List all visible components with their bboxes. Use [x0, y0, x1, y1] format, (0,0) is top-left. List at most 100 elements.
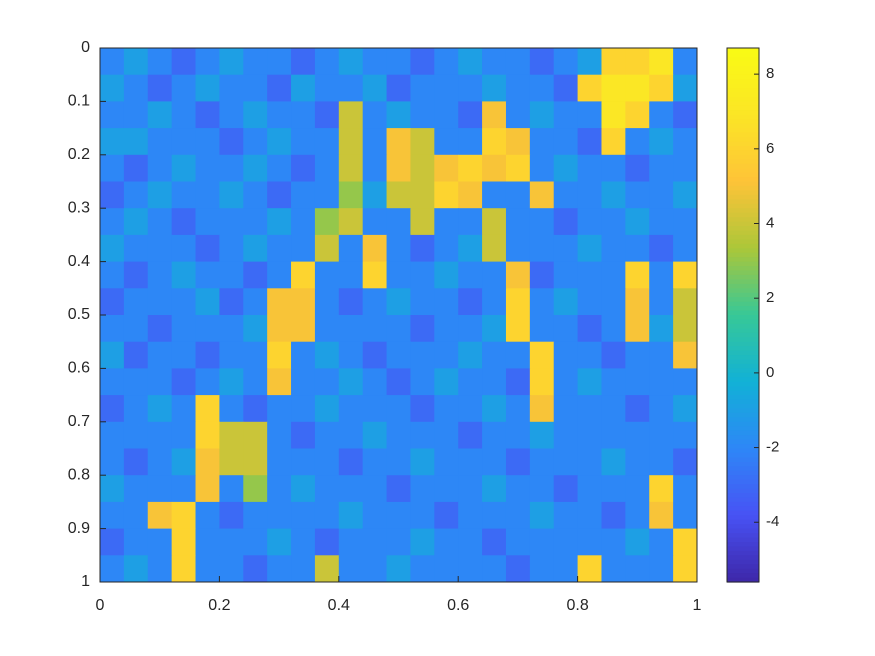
heatmap-cell	[362, 48, 388, 76]
heatmap-cell	[362, 421, 388, 449]
heatmap-cell	[314, 154, 340, 182]
colorbar-tick-label: -2	[766, 439, 779, 456]
heatmap-cell	[171, 501, 197, 530]
heatmap-cell	[482, 234, 507, 263]
colorbar-swatch	[727, 421, 759, 427]
colorbar-swatch	[727, 323, 759, 329]
colorbar-swatch	[727, 341, 759, 347]
colorbar-swatch	[727, 448, 759, 454]
colorbar-swatch	[727, 457, 759, 463]
heatmap-cell	[123, 421, 149, 449]
heatmap-cell	[219, 315, 244, 343]
colorbar-swatch	[727, 497, 759, 503]
colorbar-swatch	[727, 150, 759, 156]
heatmap-cell	[601, 555, 626, 583]
heatmap-cell	[362, 395, 388, 423]
colorbar-swatch	[727, 288, 759, 294]
heatmap-cell	[458, 261, 483, 289]
heatmap-cell	[195, 101, 220, 129]
heatmap-cell	[147, 528, 173, 556]
heatmap-cell	[338, 315, 364, 343]
colorbar-swatch	[727, 239, 759, 245]
heatmap-cell	[219, 528, 244, 556]
heatmap-cell	[529, 475, 555, 503]
heatmap-cell	[147, 101, 173, 129]
heatmap-cell	[314, 341, 340, 369]
heatmap-cell	[338, 555, 364, 583]
heatmap-cell	[458, 395, 483, 423]
heatmap-cell	[147, 368, 173, 396]
heatmap-cell	[100, 555, 125, 583]
heatmap-cell	[123, 261, 149, 289]
heatmap-cell	[482, 74, 507, 102]
heatmap-cell	[673, 154, 698, 182]
heatmap-cell	[673, 48, 698, 76]
heatmap-cell	[505, 475, 531, 503]
heatmap-cell	[362, 448, 388, 476]
heatmap-cell	[195, 234, 220, 263]
heatmap-cell	[434, 288, 459, 316]
heatmap-cell	[482, 448, 507, 476]
heatmap-cell	[362, 101, 388, 129]
colorbar-swatch	[727, 163, 759, 169]
heatmap-cell	[386, 315, 411, 343]
heatmap-cell	[553, 74, 579, 102]
heatmap-cell	[362, 315, 388, 343]
heatmap-cell	[267, 48, 292, 76]
heatmap-cell	[314, 555, 340, 583]
heatmap-cell	[386, 448, 411, 476]
heatmap-cell	[601, 74, 626, 102]
heatmap-cell	[362, 341, 388, 369]
heatmap-cell	[314, 101, 340, 129]
heatmap-cell	[100, 288, 125, 316]
heatmap-cell	[314, 128, 340, 156]
heatmap-cell	[291, 448, 316, 476]
heatmap-cell	[601, 101, 626, 129]
heatmap-cell	[171, 234, 197, 263]
colorbar-swatch	[727, 533, 759, 539]
heatmap-cell	[577, 448, 602, 476]
heatmap-cell	[529, 528, 555, 556]
colorbar-swatch	[727, 555, 759, 561]
heatmap-cell	[505, 181, 531, 209]
heatmap-cell	[314, 475, 340, 503]
colorbar-swatch	[727, 181, 759, 187]
heatmap-cell	[100, 234, 125, 263]
heatmap-cell	[362, 475, 388, 503]
heatmap-cell	[219, 261, 244, 289]
heatmap-cell	[314, 421, 340, 449]
colorbar-swatch	[727, 426, 759, 432]
heatmap-cell	[673, 74, 698, 102]
colorbar-swatch	[727, 381, 759, 387]
heatmap-cell	[529, 395, 555, 423]
heatmap-cell	[362, 555, 388, 583]
heatmap-cell	[291, 208, 316, 236]
heatmap-cell	[100, 74, 125, 102]
colorbar-swatch	[727, 466, 759, 472]
heatmap-cell	[434, 501, 459, 530]
heatmap-cell	[601, 341, 626, 369]
heatmap-cell	[673, 475, 698, 503]
colorbar-swatch	[727, 524, 759, 530]
heatmap-cell	[649, 288, 674, 316]
heatmap-cell	[529, 128, 555, 156]
heatmap-cell	[529, 421, 555, 449]
heatmap-cell	[243, 341, 268, 369]
heatmap-cell	[267, 421, 292, 449]
heatmap-cell	[123, 208, 149, 236]
colorbar-swatch	[727, 252, 759, 258]
heatmap-cell	[553, 448, 579, 476]
heatmap-cell	[410, 154, 435, 182]
colorbar-swatch	[727, 132, 759, 138]
x-tick-label: 0	[96, 597, 105, 614]
heatmap-cell	[482, 181, 507, 209]
colorbar-swatch	[727, 470, 759, 476]
heatmap-cell	[267, 501, 292, 530]
heatmap-cell	[243, 555, 268, 583]
heatmap-cell	[100, 48, 125, 76]
heatmap-cell	[219, 341, 244, 369]
heatmap-cell	[553, 315, 579, 343]
heatmap-cell	[577, 48, 602, 76]
heatmap-cell	[267, 234, 292, 263]
heatmap-cell	[147, 395, 173, 423]
